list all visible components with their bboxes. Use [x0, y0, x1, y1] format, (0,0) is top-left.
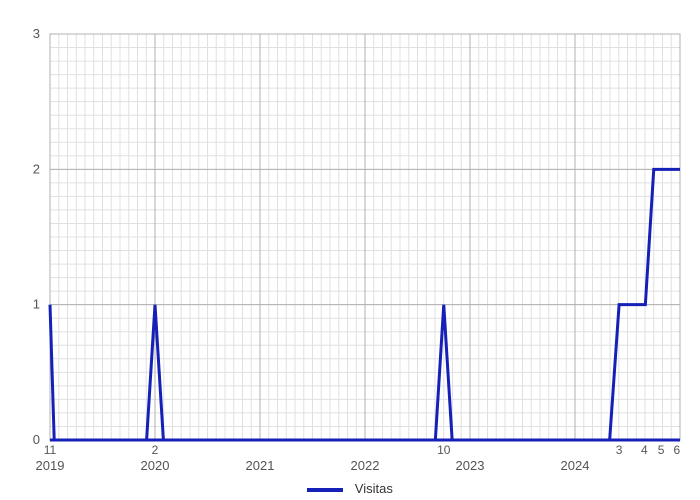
svg-text:6: 6 — [674, 443, 681, 457]
svg-text:5: 5 — [658, 443, 665, 457]
legend-swatch — [307, 488, 343, 492]
svg-text:3: 3 — [33, 26, 40, 41]
svg-text:2021: 2021 — [246, 458, 275, 473]
svg-text:1: 1 — [33, 297, 40, 312]
svg-text:2: 2 — [33, 161, 40, 176]
svg-text:10: 10 — [437, 443, 451, 457]
line-chart: 0 1 2 3 2019 2020 2021 2022 2023 2024 11 2 10 3 456 — [0, 0, 700, 500]
svg-text:2019: 2019 — [36, 458, 65, 473]
legend-label: Visitas — [355, 481, 393, 496]
svg-text:2023: 2023 — [456, 458, 485, 473]
svg-text:11: 11 — [44, 443, 57, 457]
legend: Visitas — [0, 481, 700, 496]
svg-text:2022: 2022 — [351, 458, 380, 473]
svg-text:3: 3 — [616, 443, 623, 457]
svg-text:2: 2 — [152, 443, 159, 457]
svg-text:0: 0 — [33, 432, 40, 447]
svg-text:2024: 2024 — [561, 458, 590, 473]
svg-text:4: 4 — [641, 443, 648, 457]
svg-text:2020: 2020 — [141, 458, 170, 473]
